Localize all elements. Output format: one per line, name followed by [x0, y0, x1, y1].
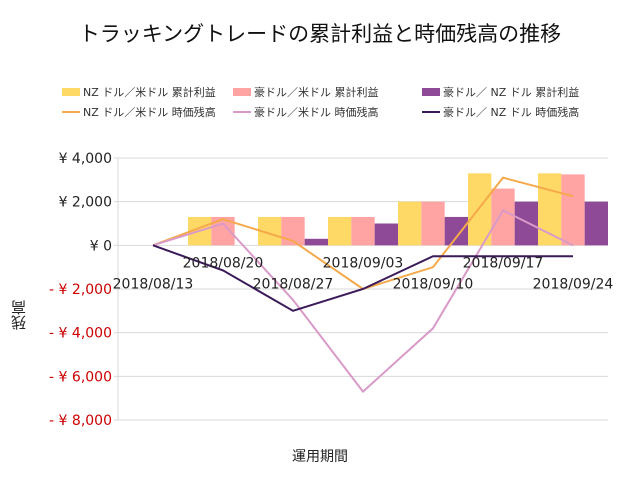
y-tick-label: ¥ 0 — [90, 238, 112, 254]
bar-1-5 — [491, 188, 515, 246]
bar-2-6 — [584, 201, 608, 246]
legend-swatch — [62, 88, 80, 96]
legend-label: 豪ドル／米ドル 累計利益 — [254, 86, 379, 99]
bar-0-5 — [468, 173, 492, 246]
line-series-2 — [152, 244, 573, 312]
legend-swatch — [422, 88, 440, 96]
legend-line-0: NZ ドル／米ドル 時価残高 — [62, 104, 216, 120]
y-tick-label: - ¥ 4,000 — [49, 326, 112, 342]
bar-2-3 — [374, 223, 398, 246]
bar-2-2 — [304, 238, 328, 246]
legend-bar-1: 豪ドル／米ドル 累計利益 — [233, 84, 379, 100]
x-tick-label: 2018/09/17 — [463, 255, 544, 271]
y-tick-label: ¥ 2,000 — [59, 195, 112, 211]
bar-2-5 — [514, 201, 538, 246]
y-tick-label: ¥ 4,000 — [59, 151, 112, 167]
bar-1-4 — [421, 201, 445, 246]
legend-label: 豪ドル／米ドル 時価残高 — [254, 106, 379, 119]
legend-label: 豪ドル／ NZ ドル 時価残高 — [443, 106, 580, 119]
legend-label: 豪ドル／ NZ ドル 累計利益 — [443, 86, 580, 99]
legend-swatch — [233, 88, 251, 96]
y-tick-label: - ¥ 2,000 — [49, 282, 112, 298]
y-axis-title: 残高 — [10, 300, 28, 330]
legend-line-1: 豪ドル／米ドル 時価残高 — [233, 104, 379, 120]
bar-0-2 — [258, 216, 282, 246]
legend-swatch — [233, 111, 251, 113]
legend-bar-0: NZ ドル／米ドル 累計利益 — [62, 84, 216, 100]
bar-1-6 — [561, 174, 585, 246]
bar-2-4 — [444, 216, 468, 246]
x-tick-label: 2018/09/24 — [533, 276, 614, 292]
legend-label: NZ ドル／米ドル 累計利益 — [83, 86, 216, 99]
legend-bar-2: 豪ドル／ NZ ドル 累計利益 — [422, 84, 579, 100]
legend-label: NZ ドル／米ドル 時価残高 — [83, 106, 216, 119]
y-tick-label: - ¥ 6,000 — [49, 369, 112, 385]
bar-1-3 — [351, 216, 375, 246]
y-tick-label: - ¥ 8,000 — [49, 413, 112, 429]
bar-1-1 — [211, 216, 235, 246]
bar-0-3 — [328, 216, 352, 246]
bar-0-4 — [398, 201, 422, 246]
x-axis-title: 運用期間 — [292, 449, 348, 465]
chart-title: トラッキングトレードの累計利益と時価残高の推移 — [78, 22, 562, 46]
x-tick-label: 2018/08/27 — [253, 276, 334, 292]
line-series-1 — [152, 209, 574, 394]
legend-line-2: 豪ドル／ NZ ドル 時価残高 — [422, 104, 579, 120]
x-tick-label: 2018/08/20 — [183, 255, 264, 271]
legend-swatch — [422, 111, 440, 113]
x-tick-label: 2018/08/13 — [113, 276, 194, 292]
x-tick-label: 2018/09/10 — [393, 276, 474, 292]
legend-swatch — [62, 111, 80, 113]
x-tick-label: 2018/09/03 — [323, 255, 404, 271]
